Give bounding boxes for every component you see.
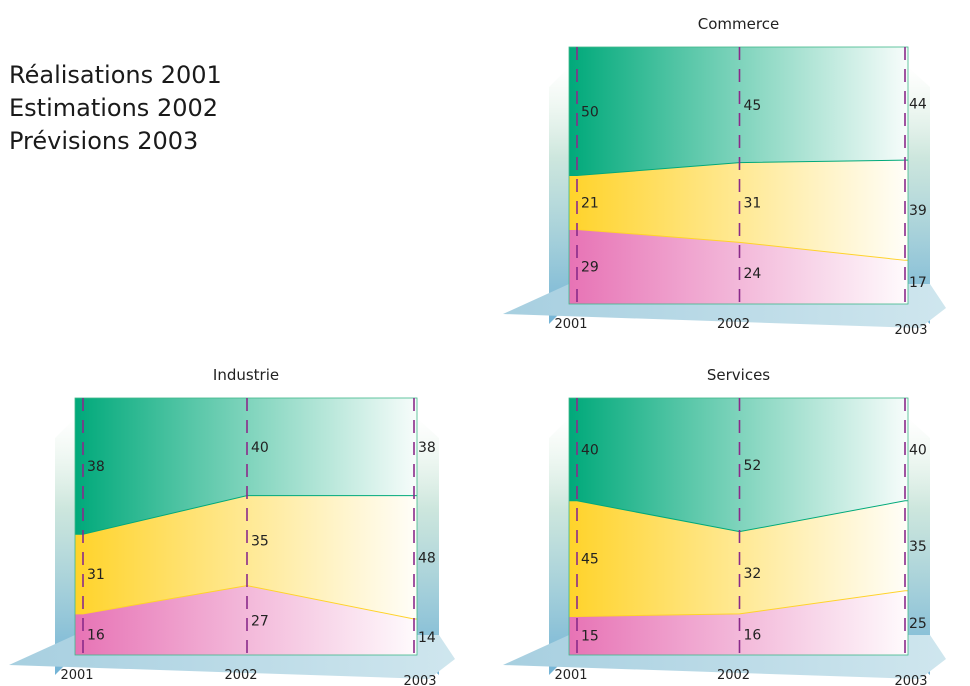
legend-line-2002: Estimations 2002 (9, 94, 219, 122)
panel-frame (568, 397, 909, 656)
x-tick-label: 2003 (894, 323, 927, 338)
data-label: 40 (909, 442, 927, 458)
legend-line-2003: Prévisions 2003 (9, 127, 199, 155)
chart-industrie: 16 27 14 31 35 48 38 40 38 Industrie 2001 2002 2003 (9, 366, 455, 686)
x-tick-label: 2003 (894, 674, 927, 686)
panel-frame (568, 46, 909, 305)
right-shadow-wall (908, 418, 930, 675)
data-label: 38 (418, 440, 436, 456)
x-tick-label: 2002 (717, 668, 750, 683)
data-label: 45 (581, 552, 599, 568)
data-label: 25 (909, 616, 927, 632)
band-bottom (569, 229, 908, 304)
x-tick-label: 2003 (403, 674, 436, 686)
data-label: 40 (251, 440, 269, 456)
legend-block: Réalisations 2001 Estimations 2002 Prévi… (9, 59, 222, 158)
data-label: 44 (909, 97, 927, 113)
data-label: 48 (418, 550, 436, 566)
x-tick-label: 2002 (224, 668, 257, 683)
x-tick-label: 2001 (554, 668, 587, 683)
data-label: 31 (744, 195, 762, 211)
chart-title: Industrie (213, 366, 279, 384)
data-label: 35 (909, 539, 927, 555)
data-label: 29 (581, 260, 599, 276)
data-label: 14 (418, 630, 436, 646)
data-label: 35 (251, 534, 269, 550)
left-shadow-wall (549, 418, 569, 675)
data-label: 40 (581, 442, 599, 458)
data-label: 39 (909, 203, 927, 219)
data-label: 15 (581, 629, 599, 645)
chart-commerce: 29 24 17 21 31 39 50 45 44 Commerce 2001 2002 2003 (503, 15, 946, 338)
right-shadow-wall (417, 418, 439, 675)
data-label: 16 (744, 627, 762, 643)
data-label: 32 (744, 566, 762, 582)
data-label: 50 (581, 104, 599, 120)
band-bottom (569, 590, 908, 655)
data-label: 27 (251, 613, 269, 629)
band-top (75, 398, 417, 535)
chart-services: 15 16 25 45 32 35 40 52 40 Services 2001 2002 2003 (503, 366, 946, 686)
band-middle (569, 160, 908, 261)
legend-line-2001: Réalisations 2001 (9, 61, 222, 89)
chart-title: Services (707, 366, 770, 384)
data-label: 17 (909, 275, 927, 291)
data-label: 21 (581, 195, 599, 211)
left-shadow-wall (549, 67, 569, 324)
band-top (569, 47, 908, 176)
data-label: 16 (87, 627, 105, 643)
left-shadow-wall (55, 418, 75, 675)
panel-frame (74, 397, 418, 656)
data-label: 52 (744, 458, 762, 474)
x-tick-label: 2001 (60, 668, 93, 683)
band-middle (75, 495, 417, 620)
x-tick-label: 2002 (717, 317, 750, 332)
right-shadow-wall (908, 67, 930, 324)
data-label: 24 (744, 266, 762, 282)
x-tick-label: 2001 (554, 317, 587, 332)
data-label: 45 (744, 98, 762, 114)
data-label: 38 (87, 459, 105, 475)
band-middle (569, 500, 908, 617)
data-label: 31 (87, 567, 105, 583)
band-top (569, 398, 908, 532)
chart-title: Commerce (698, 15, 779, 33)
